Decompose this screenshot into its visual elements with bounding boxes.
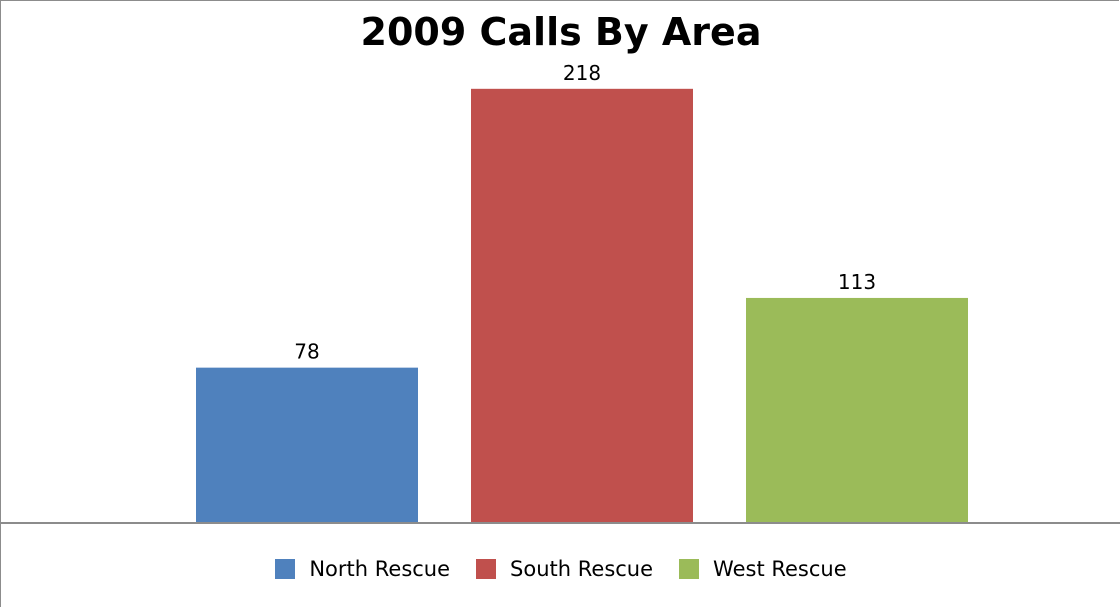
legend-swatch-north-rescue — [275, 559, 296, 579]
legend-swatch-south-rescue — [476, 559, 497, 579]
bar-south-rescue — [471, 88, 693, 524]
bar-north-rescue — [196, 367, 418, 523]
legend-item-north-rescue: North Rescue — [275, 557, 450, 581]
data-label-south-rescue: 218 — [563, 61, 601, 85]
legend-label-south-rescue: South Rescue — [510, 557, 654, 581]
legend-label-west-rescue: West Rescue — [713, 557, 847, 581]
bar-west-rescue — [746, 297, 968, 523]
legend: North Rescue South Rescue West Rescue — [1, 557, 1120, 581]
chart-title: 2009 Calls By Area — [360, 10, 762, 54]
data-label-north-rescue: 78 — [294, 340, 319, 364]
legend-item-south-rescue: South Rescue — [476, 557, 653, 581]
data-label-west-rescue: 113 — [838, 270, 876, 294]
legend-item-west-rescue: West Rescue — [679, 557, 847, 581]
legend-label-north-rescue: North Rescue — [309, 557, 451, 581]
legend-swatch-west-rescue — [679, 559, 700, 579]
